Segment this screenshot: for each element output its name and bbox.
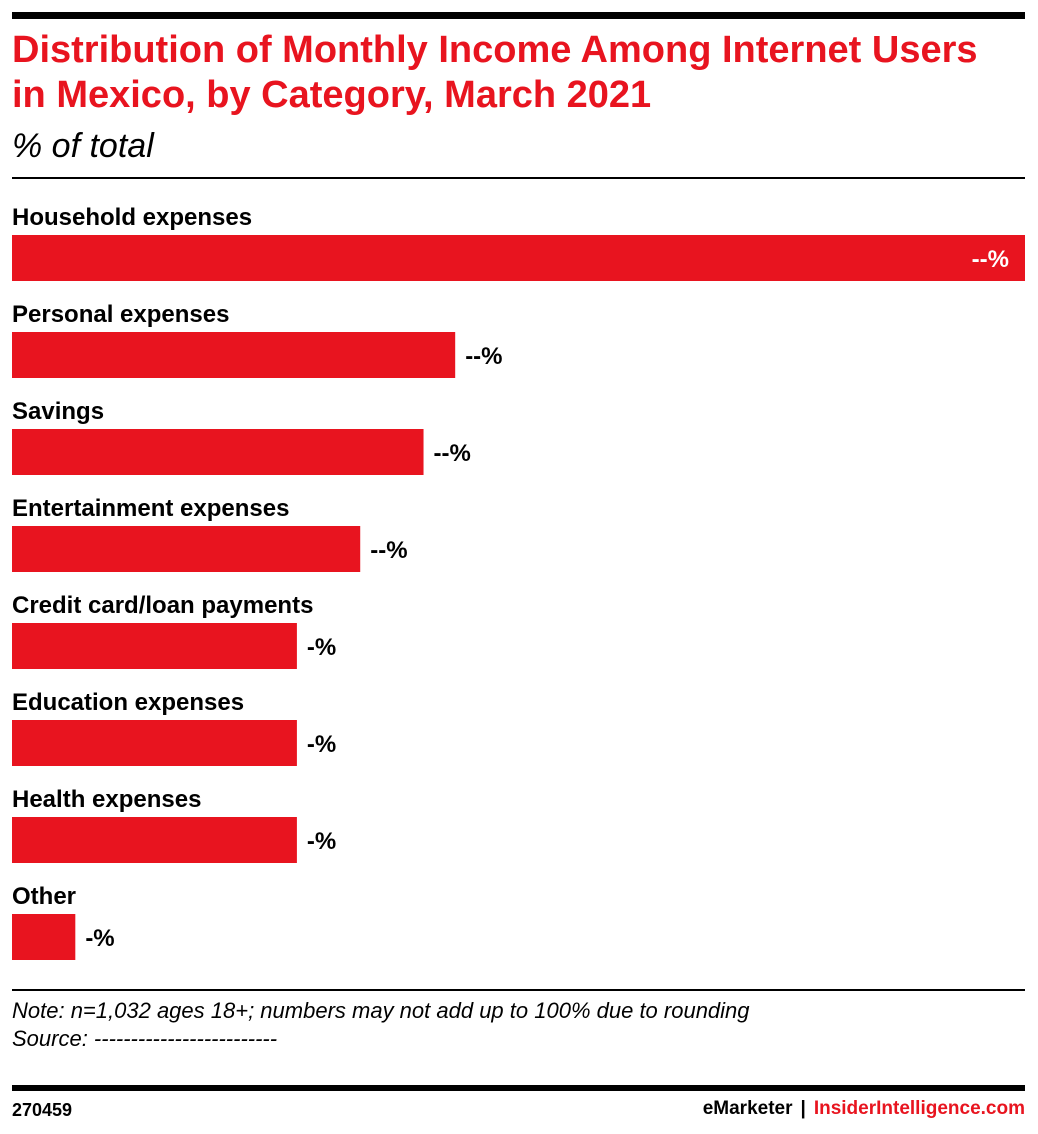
category-label: Personal expenses (12, 301, 229, 328)
bar (12, 235, 1025, 281)
bottom-rule (12, 1085, 1025, 1091)
category-label: Health expenses (12, 786, 201, 813)
top-rule (12, 12, 1025, 19)
category-label: Credit card/loan payments (12, 592, 313, 619)
bar (12, 914, 76, 960)
brand-insider-intelligence-link[interactable]: InsiderIntelligence.com (813, 1098, 1025, 1119)
bar (12, 332, 456, 378)
category-label: Savings (12, 398, 104, 425)
value-label: -% (307, 634, 336, 661)
chart-subtitle: % of total (12, 127, 154, 165)
source-text: Source: ------------------------- (12, 1026, 278, 1051)
category-label: Household expenses (12, 204, 252, 231)
bar (12, 526, 361, 572)
brand-separator: | (800, 1098, 806, 1119)
value-label: --% (434, 440, 471, 467)
bar-chart: Household expenses --% Personal expenses --… (12, 204, 1025, 960)
header-divider (12, 177, 1025, 179)
chart-title: Distribution of Monthly Income Among Int… (12, 29, 978, 116)
category-label: Entertainment expenses (12, 495, 289, 522)
note-text: Note: n=1,032 ages 18+; numbers may not … (12, 998, 750, 1023)
bar (12, 817, 297, 863)
bar (12, 623, 297, 669)
brand-emarketer: eMarketer (702, 1098, 793, 1119)
value-label: --% (972, 246, 1009, 273)
bar (12, 720, 297, 766)
bar (12, 429, 424, 475)
brand-attribution: eMarketer | InsiderIntelligence.com (703, 1098, 1025, 1120)
category-label: Other (12, 883, 76, 910)
value-label: --% (370, 537, 407, 564)
value-label: -% (307, 731, 336, 758)
chart-id: 270459 (12, 1100, 73, 1120)
value-label: --% (465, 343, 502, 370)
category-label: Education expenses (12, 689, 244, 716)
value-label: -% (307, 828, 336, 855)
footer-divider (12, 989, 1025, 991)
chart-notes: Note: n=1,032 ages 18+; numbers may not … (12, 997, 750, 1053)
value-label: -% (85, 925, 114, 952)
